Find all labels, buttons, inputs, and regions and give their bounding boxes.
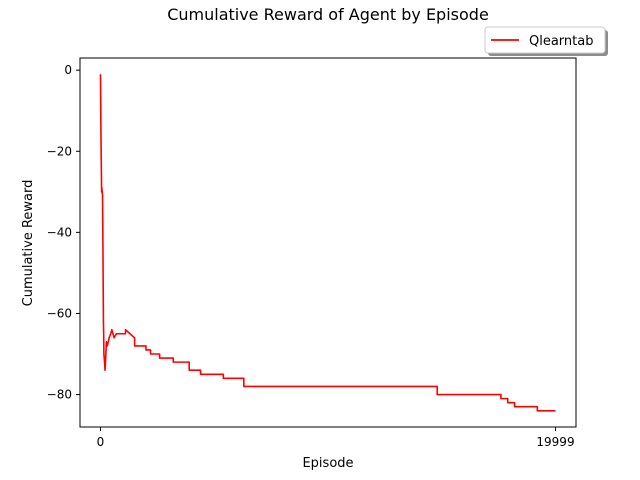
plot-frame [79, 57, 577, 428]
legend: Qlearntab [484, 26, 608, 56]
legend-box [484, 26, 606, 54]
x-axis-label: Episode [302, 456, 353, 471]
y-axis: 0 −20 −40 −60 −80 [47, 63, 80, 402]
y-tick-label: −80 [47, 388, 72, 402]
x-axis: 0 19999 [97, 427, 575, 449]
chart-title: Cumulative Reward of Agent by Episode [167, 5, 489, 24]
y-tick-label: −60 [47, 306, 72, 320]
y-tick-label: 0 [64, 63, 72, 77]
y-axis-label: Cumulative Reward [21, 180, 36, 307]
y-tick-label: −20 [47, 144, 72, 158]
plot-area: 0 19999 0 −20 −40 −60 −80 [47, 57, 577, 449]
x-tick-label: 19999 [536, 435, 574, 449]
series-line-qlearntab [99, 74, 556, 412]
x-tick-label: 0 [97, 435, 105, 449]
legend-label-qlearntab: Qlearntab [529, 34, 593, 49]
y-tick-label: −40 [47, 225, 72, 239]
